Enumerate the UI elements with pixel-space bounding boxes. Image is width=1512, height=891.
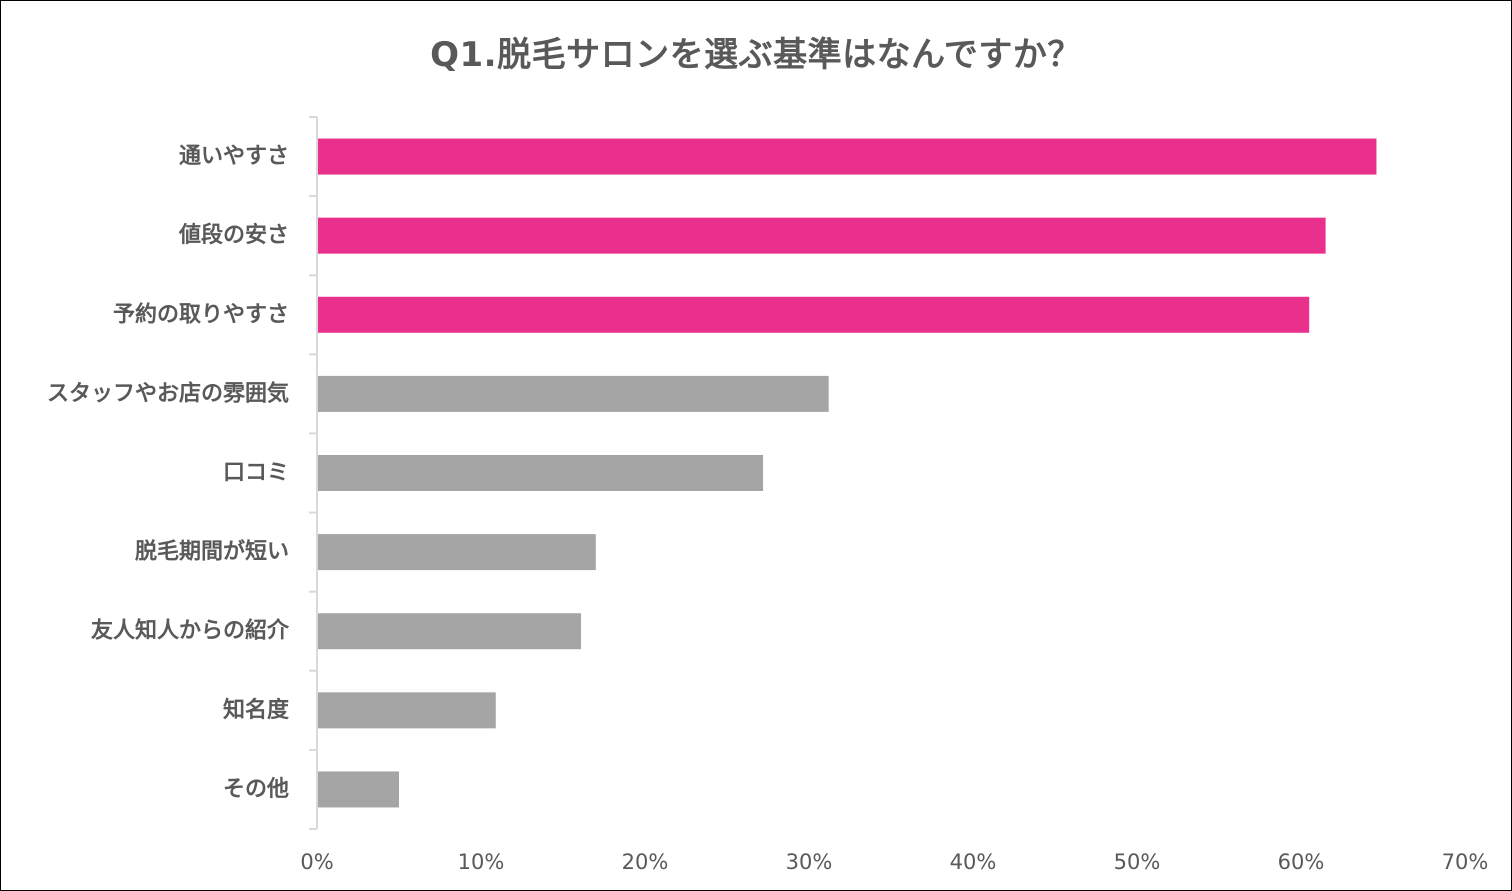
category-labels: 通いやすさ値段の安さ予約の取りやすさスタッフやお店の雰囲気口コミ脱毛期間が短い友… — [47, 144, 290, 802]
axis-layer — [309, 116, 318, 830]
category-label: 予約の取りやすさ — [113, 301, 289, 327]
category-label: 脱毛期間が短い — [135, 539, 289, 565]
bar — [318, 692, 496, 729]
bar — [318, 217, 1326, 254]
bar — [318, 455, 764, 491]
bar — [318, 375, 829, 412]
tick-labels: 0% 10% 20% 30% 40% 50% 60% 70% — [300, 850, 1488, 874]
category-label: 値段の安さ — [178, 222, 289, 248]
bar — [318, 296, 1310, 333]
bar — [318, 138, 1377, 175]
bar — [318, 771, 399, 808]
x-tick-label: 0% — [300, 850, 333, 874]
category-label: 友人知人からの紹介 — [91, 618, 290, 644]
x-tick-label: 20% — [622, 850, 669, 874]
x-tick-label: 70% — [1442, 850, 1489, 874]
category-label: その他 — [223, 777, 289, 802]
bar — [318, 613, 582, 650]
category-label: 通いやすさ — [179, 144, 289, 169]
x-tick-label: 10% — [458, 850, 505, 874]
x-tick-label: 60% — [1278, 850, 1325, 874]
x-tick-label: 40% — [950, 850, 997, 874]
category-label: スタッフやお店の雰囲気 — [47, 380, 289, 406]
bars-layer — [318, 138, 1377, 808]
x-tick-label: 50% — [1114, 850, 1161, 874]
category-label: 口コミ — [223, 461, 289, 486]
chart-title: Q1.脱毛サロンを選ぶ基準はなんですか？ — [430, 35, 1082, 75]
bar — [318, 534, 596, 571]
x-tick-label: 30% — [786, 850, 833, 874]
category-label: 知名度 — [223, 697, 290, 723]
